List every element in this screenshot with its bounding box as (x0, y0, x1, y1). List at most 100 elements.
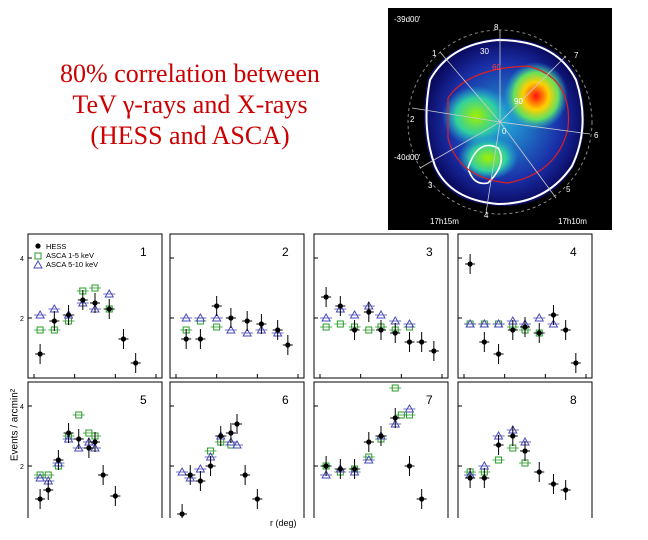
hess-point (323, 294, 329, 300)
asca2-point (226, 324, 236, 334)
asca1-point (213, 323, 221, 331)
asca2-point (534, 312, 545, 322)
hess-point (92, 439, 98, 445)
hess-point (242, 472, 248, 478)
asca1-point (397, 411, 405, 419)
hess-point (431, 348, 437, 354)
hess-point (378, 327, 384, 333)
asca2-point (404, 318, 415, 328)
hess-point (522, 324, 528, 330)
hess-point (207, 463, 214, 469)
hess-point (179, 511, 185, 517)
panel-label-5: 5 (140, 393, 147, 407)
hess-point (536, 469, 542, 475)
asca2-point (232, 439, 242, 449)
hess-point (45, 487, 51, 493)
hess-point (100, 472, 106, 478)
y-axis-label: Events / arcmin² (0, 380, 30, 470)
hess-point (234, 421, 240, 427)
hess-point (495, 442, 502, 448)
legend-asca1-marker (34, 252, 42, 260)
panel-ytick-label: 2 (20, 316, 24, 323)
asca2-point (195, 312, 206, 322)
panel-frame-7 (313, 381, 449, 527)
asca2-point (35, 472, 45, 482)
asca2-point (363, 454, 374, 464)
asca2-point (493, 318, 504, 328)
hess-point (244, 318, 250, 324)
slide-title: 80% correlation between TeV γ-rays and X… (20, 58, 360, 151)
asca1-point (91, 284, 99, 292)
hess-point (563, 327, 569, 333)
hess-point (285, 342, 291, 348)
hess-point (106, 306, 112, 312)
asca1-point (365, 326, 373, 334)
title-line-1: 80% correlation between (60, 59, 320, 88)
hess-point (92, 300, 98, 306)
hess-point (550, 312, 557, 318)
sky-corner-label-2: -40d00' (394, 153, 421, 162)
hess-point (337, 303, 343, 309)
hess-point (351, 327, 358, 333)
x-axis-label: r (deg) (270, 518, 297, 528)
hess-point (254, 496, 260, 502)
hess-point (258, 321, 264, 327)
panel-label-7: 7 (426, 393, 433, 407)
asca2-point (376, 309, 386, 319)
hess-point (366, 439, 372, 445)
hotspot-center (442, 86, 510, 146)
hess-point (197, 478, 203, 484)
hotspot-bright (504, 62, 568, 130)
sky-corner-label-3: 17h15m (430, 217, 459, 226)
panel-ytick-label: 4 (20, 256, 24, 263)
legend-asca2-marker (33, 259, 43, 269)
hess-point (37, 496, 43, 502)
sky-contour-label-2: 60 (492, 63, 501, 72)
hess-point (187, 472, 193, 478)
asca2-point (226, 436, 236, 446)
panel-label-3: 3 (426, 245, 433, 259)
hess-point (536, 330, 542, 336)
panel-label-2: 2 (282, 245, 289, 259)
hess-point (573, 360, 579, 366)
asca2-point (465, 318, 475, 328)
asca2-point (242, 327, 253, 337)
asca2-point (404, 403, 415, 413)
asca1-point (336, 320, 344, 328)
hess-point (392, 415, 398, 421)
panel-label-8: 8 (570, 393, 577, 407)
hess-point (275, 327, 281, 333)
hess-point (481, 475, 487, 481)
hess-point (337, 466, 343, 472)
hess-point (183, 336, 189, 342)
legend-hess-marker (35, 243, 41, 249)
hess-point (133, 360, 139, 366)
sky-region-2: 2 (410, 115, 415, 124)
hess-point (65, 430, 72, 436)
hess-point (419, 339, 425, 345)
hess-point (392, 330, 398, 336)
sky-region-5: 5 (566, 185, 571, 194)
sky-region-6: 6 (594, 131, 599, 140)
panel-frame-2 (169, 233, 305, 379)
asca2-point (548, 318, 559, 328)
asca2-point (321, 312, 331, 322)
hess-point (510, 433, 516, 439)
hess-point (37, 351, 43, 357)
asca1-point (391, 384, 399, 392)
panel-frame-4 (457, 233, 593, 379)
legend-entry-1: ASCA 1-5 keV (46, 251, 94, 260)
asca2-point (73, 442, 84, 452)
hess-point (406, 463, 413, 469)
hess-point (65, 312, 72, 318)
sky-corner-label-4: 17h10m (558, 217, 587, 226)
asca1-point (322, 323, 330, 331)
panel-label-4: 4 (570, 245, 577, 259)
hess-point (550, 481, 557, 487)
hess-point (76, 436, 82, 442)
hess-point (51, 318, 57, 324)
hess-point (55, 457, 62, 463)
asca1-point (75, 411, 83, 419)
hess-point (510, 327, 516, 333)
title-line-2: TeV γ-rays and X-rays (72, 90, 308, 119)
